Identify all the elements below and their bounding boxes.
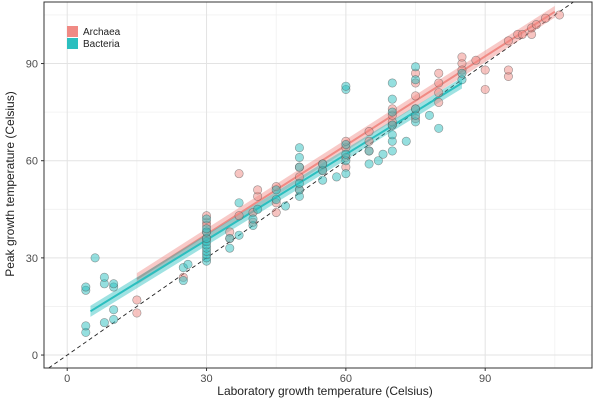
data-points-layer: [81, 10, 564, 337]
data-point-bacteria: [411, 62, 421, 72]
data-point-bacteria: [81, 282, 91, 292]
x-tick-label: 60: [340, 373, 352, 385]
x-axis-title: Laboratory growth temperature (Celsius): [217, 384, 432, 398]
legend-label-archaea: Archaea: [83, 27, 121, 38]
data-point-archaea: [271, 208, 281, 218]
reference-line-layer: [48, 1, 574, 369]
data-point-bacteria: [387, 146, 397, 156]
data-point-archaea: [517, 29, 527, 39]
data-point-bacteria: [387, 120, 397, 130]
data-point-bacteria: [424, 110, 434, 120]
data-point-archaea: [434, 68, 444, 78]
data-point-bacteria: [183, 259, 193, 269]
data-point-bacteria: [378, 149, 388, 159]
reference-line-identity: [48, 1, 574, 369]
legend-label-bacteria: Bacteria: [83, 39, 120, 50]
data-point-archaea: [531, 20, 541, 30]
legend-swatch-archaea: [67, 26, 78, 37]
data-point-bacteria: [341, 169, 351, 179]
x-tick-label: 90: [479, 373, 491, 385]
data-point-bacteria: [202, 214, 212, 224]
data-point-bacteria: [387, 78, 397, 88]
data-point-bacteria: [81, 321, 91, 331]
data-point-bacteria: [364, 159, 374, 169]
y-tick-label: 30: [26, 253, 38, 265]
data-point-bacteria: [109, 279, 119, 289]
data-point-bacteria: [294, 162, 304, 172]
grid-lines: [44, 2, 592, 368]
data-point-bacteria: [341, 149, 351, 159]
data-point-archaea: [503, 36, 513, 46]
data-point-bacteria: [364, 146, 374, 156]
data-point-bacteria: [341, 81, 351, 91]
data-point-archaea: [411, 91, 421, 101]
data-point-archaea: [480, 65, 490, 75]
data-point-archaea: [434, 78, 444, 88]
data-point-archaea: [471, 55, 481, 65]
data-point-bacteria: [234, 198, 244, 208]
data-point-bacteria: [271, 185, 281, 195]
data-point-bacteria: [234, 230, 244, 240]
y-tick-label: 60: [26, 156, 38, 168]
data-point-archaea: [457, 52, 467, 62]
data-point-bacteria: [318, 159, 328, 169]
y-tick-label: 90: [26, 59, 38, 71]
data-point-archaea: [503, 65, 513, 75]
data-point-bacteria: [253, 204, 263, 214]
data-point-bacteria: [294, 143, 304, 153]
data-point-archaea: [434, 97, 444, 107]
data-point-archaea: [541, 13, 551, 23]
data-point-bacteria: [90, 253, 100, 263]
data-point-bacteria: [457, 68, 467, 78]
data-point-bacteria: [99, 272, 109, 282]
data-point-bacteria: [332, 172, 342, 182]
plot-frame: [43, 1, 593, 369]
data-point-bacteria: [99, 318, 109, 328]
data-point-archaea: [253, 185, 263, 195]
data-point-archaea: [132, 308, 142, 318]
legend-swatch-bacteria: [67, 38, 78, 49]
data-point-bacteria: [318, 175, 328, 185]
data-point-bacteria: [271, 195, 281, 205]
data-point-bacteria: [401, 136, 411, 146]
data-point-bacteria: [280, 201, 290, 211]
data-point-bacteria: [225, 233, 235, 243]
data-point-bacteria: [373, 156, 383, 166]
data-point-bacteria: [109, 305, 119, 315]
data-point-archaea: [434, 88, 444, 98]
data-point-archaea: [364, 136, 374, 146]
data-point-bacteria: [109, 314, 119, 324]
data-point-bacteria: [248, 214, 258, 224]
legend: Archaea Bacteria: [67, 26, 121, 50]
axis-ticks: 0 30 60 90 0 30 60 90: [26, 59, 492, 385]
data-point-bacteria: [411, 104, 421, 114]
y-tick-label: 0: [32, 350, 38, 362]
data-point-bacteria: [387, 94, 397, 104]
data-point-bacteria: [294, 178, 304, 188]
y-axis-title: Peak growth temperature (Celsius): [3, 91, 17, 276]
data-point-archaea: [234, 169, 244, 179]
data-point-bacteria: [434, 123, 444, 133]
data-point-bacteria: [341, 140, 351, 150]
data-point-bacteria: [202, 224, 212, 234]
data-point-bacteria: [294, 152, 304, 162]
data-point-bacteria: [225, 243, 235, 253]
x-tick-label: 0: [64, 373, 70, 385]
data-point-archaea: [480, 84, 490, 94]
data-point-archaea: [132, 295, 142, 305]
data-point-bacteria: [387, 130, 397, 140]
data-point-bacteria: [178, 276, 188, 286]
data-point-archaea: [364, 127, 374, 137]
data-point-bacteria: [411, 75, 421, 85]
x-tick-label: 30: [200, 373, 212, 385]
data-point-bacteria: [387, 107, 397, 117]
data-point-archaea: [554, 10, 564, 20]
data-point-archaea: [234, 211, 244, 221]
